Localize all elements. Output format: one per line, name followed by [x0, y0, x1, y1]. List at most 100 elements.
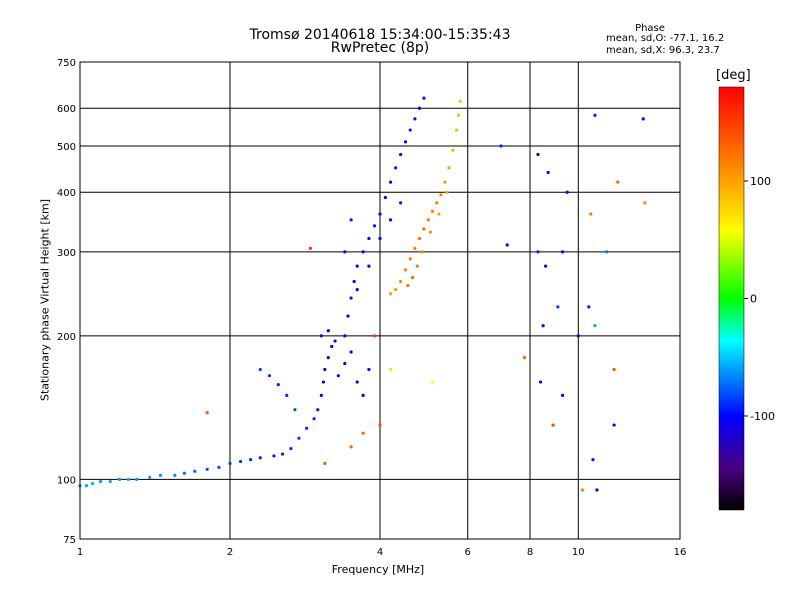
data-point	[117, 477, 122, 482]
data-point	[589, 212, 593, 216]
data-point	[560, 250, 565, 254]
data-point	[305, 426, 309, 430]
data-point	[336, 374, 340, 378]
x-tick-label: 16	[674, 547, 687, 558]
y-tick-labels: 75 100 200 300 400 500 600 750	[57, 58, 76, 546]
data-point	[321, 380, 326, 384]
chart-title: Tromsø 20140618 15:34:00-15:35:43	[249, 27, 511, 43]
data-point	[355, 264, 359, 268]
colorbar-ticks: 100 0 -100	[744, 175, 775, 423]
x-tick-labels: 1 2 4 6 8 10 16	[77, 547, 687, 558]
data-point	[349, 350, 353, 354]
data-point	[417, 106, 422, 110]
data-point	[536, 152, 540, 157]
grid	[80, 62, 680, 539]
data-point	[193, 469, 197, 473]
phase-o-stats: mean, sd,O: -77.1, 16.2	[606, 33, 725, 44]
y-tick-label: 300	[57, 248, 76, 259]
data-point	[312, 417, 316, 421]
data-point	[258, 367, 262, 372]
data-point	[378, 236, 382, 241]
data-point	[458, 99, 463, 104]
data-point	[593, 113, 597, 117]
data-point	[399, 279, 403, 284]
data-point	[593, 324, 597, 328]
colorbar-tick-label: 0	[750, 293, 757, 306]
data-point	[308, 246, 313, 250]
data-point	[522, 356, 527, 360]
data-point	[422, 96, 426, 100]
data-point	[99, 479, 103, 484]
data-point	[388, 180, 393, 184]
data-point	[367, 236, 371, 241]
data-point	[330, 344, 334, 349]
data-point	[576, 334, 580, 338]
data-point	[367, 367, 371, 372]
scatter-points	[78, 96, 647, 492]
data-point	[612, 423, 616, 427]
data-point	[435, 201, 439, 205]
data-point	[430, 209, 435, 213]
data-point	[238, 459, 243, 464]
data-point	[565, 190, 569, 194]
data-point	[378, 212, 382, 216]
data-point	[378, 423, 382, 427]
data-point	[408, 257, 412, 261]
data-point	[280, 452, 285, 456]
x-axis-label: Frequency [MHz]	[331, 563, 425, 576]
data-point	[605, 250, 609, 254]
data-point	[108, 479, 112, 484]
phase-box-title: Phase	[635, 23, 665, 34]
data-point	[158, 473, 163, 477]
data-point	[616, 180, 620, 184]
data-point	[349, 445, 353, 449]
x-tick-label: 1	[77, 547, 83, 558]
data-point	[403, 268, 408, 272]
y-tick-label: 75	[63, 535, 76, 546]
data-point	[505, 243, 509, 247]
y-tick-label: 200	[57, 332, 76, 343]
data-point	[408, 128, 412, 132]
data-point	[276, 383, 280, 387]
data-point	[326, 329, 330, 333]
data-point	[217, 465, 221, 469]
data-point	[343, 250, 347, 254]
data-point	[580, 488, 585, 492]
data-point	[544, 264, 548, 268]
data-point	[426, 218, 430, 222]
data-point	[343, 334, 347, 338]
data-point	[410, 275, 415, 280]
data-point	[383, 195, 387, 200]
data-point	[355, 287, 359, 292]
data-point	[91, 481, 95, 486]
data-point	[417, 236, 422, 241]
colorbar-tick-label: -100	[750, 410, 775, 423]
data-point	[388, 367, 393, 372]
data-point	[272, 454, 276, 458]
data-point	[538, 380, 543, 384]
data-point	[84, 484, 88, 488]
data-point	[406, 283, 410, 288]
colorbar	[718, 86, 745, 511]
data-point	[267, 374, 272, 378]
data-point	[349, 296, 353, 300]
data-point	[297, 436, 301, 440]
data-point	[394, 166, 398, 170]
data-point	[413, 246, 417, 250]
data-point	[541, 324, 545, 328]
x-tick-label: 6	[465, 547, 471, 558]
data-point	[205, 467, 209, 471]
data-point	[323, 367, 327, 372]
plot-frame	[79, 61, 681, 540]
data-point	[333, 339, 337, 343]
data-point	[319, 393, 323, 398]
x-tick-label: 2	[227, 547, 233, 558]
data-point	[289, 447, 293, 451]
data-point	[443, 180, 447, 184]
data-point	[173, 473, 177, 477]
data-point	[367, 264, 371, 268]
data-point	[612, 367, 616, 372]
data-point	[394, 287, 398, 292]
x-tick-label: 8	[527, 547, 533, 558]
